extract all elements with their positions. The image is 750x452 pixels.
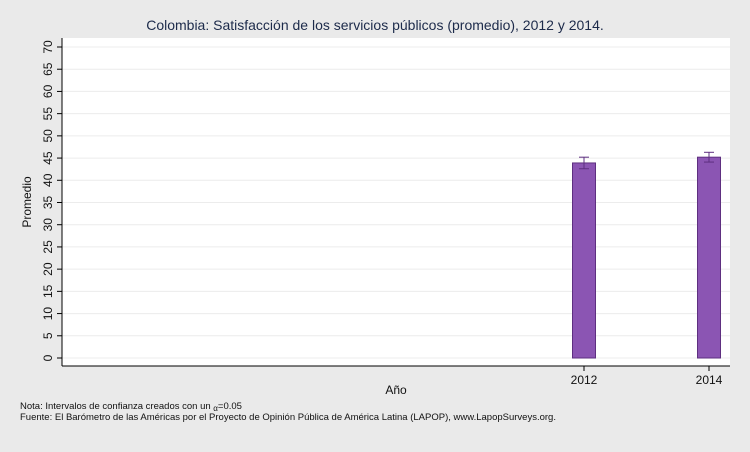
note-suffix: =0.05 bbox=[217, 401, 242, 412]
y-tick-label-70: 70 bbox=[41, 40, 55, 54]
y-tick-label-50: 50 bbox=[41, 129, 55, 143]
y-tick-label-45: 45 bbox=[41, 151, 55, 165]
gridlines bbox=[62, 46, 730, 359]
bar-2012 bbox=[572, 162, 596, 359]
chart-title: Colombia: Satisfacción de los servicios … bbox=[146, 17, 604, 33]
y-tick-label-35: 35 bbox=[41, 196, 55, 210]
y-tick-label-10: 10 bbox=[41, 307, 55, 321]
y-tick-label-55: 55 bbox=[41, 107, 55, 121]
source-note: Fuente: El Barómetro de las Américas por… bbox=[20, 412, 556, 423]
x-tick-label-2014: 2014 bbox=[696, 373, 723, 387]
y-axis-label: Promedio bbox=[20, 176, 34, 228]
bar-2014 bbox=[697, 156, 721, 359]
x-axis-ticks: 2012 2014 bbox=[571, 366, 723, 387]
y-tick-label-5: 5 bbox=[41, 332, 55, 339]
y-tick-label-40: 40 bbox=[41, 173, 55, 187]
confidence-note: Nota: Intervalos de confianza creados co… bbox=[20, 401, 242, 413]
y-tick-label-60: 60 bbox=[41, 84, 55, 98]
y-tick-label-20: 20 bbox=[41, 262, 55, 276]
y-tick-label-25: 25 bbox=[41, 240, 55, 254]
y-tick-label-15: 15 bbox=[41, 284, 55, 298]
y-tick-label-0: 0 bbox=[41, 354, 55, 361]
note-prefix: Nota: Intervalos de confianza creados co… bbox=[20, 401, 214, 412]
alpha-symbol: α bbox=[213, 404, 218, 413]
y-axis-ticks: 0 5 10 15 20 25 30 35 40 45 50 55 60 65 70 bbox=[41, 40, 62, 361]
x-axis-label: Año bbox=[385, 383, 407, 397]
bars bbox=[572, 151, 721, 359]
y-tick-label-30: 30 bbox=[41, 218, 55, 232]
y-tick-label-65: 65 bbox=[41, 62, 55, 76]
x-tick-label-2012: 2012 bbox=[571, 373, 598, 387]
